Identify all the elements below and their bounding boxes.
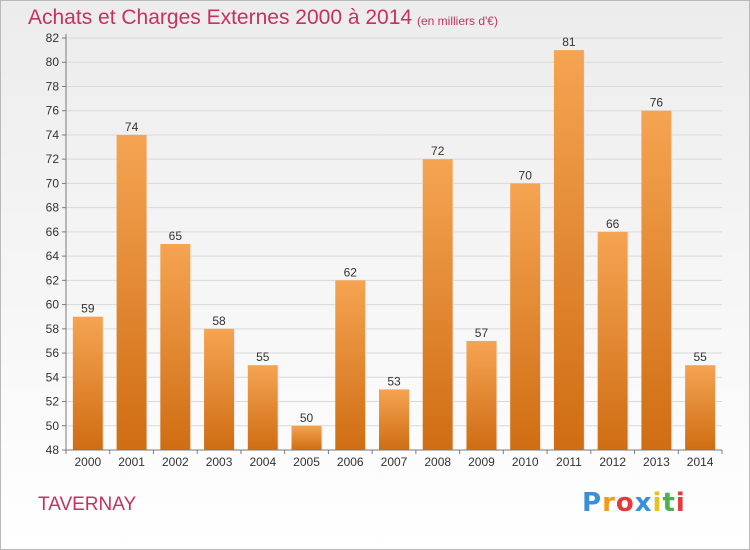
- x-tick-label: 2012: [599, 455, 626, 469]
- data-label: 53: [387, 374, 401, 388]
- data-label: 72: [431, 144, 445, 158]
- bars: [72, 50, 717, 451]
- bar-2002: [160, 244, 191, 450]
- data-label: 74: [125, 120, 139, 134]
- data-label: 65: [169, 229, 183, 243]
- bar-2010: [510, 183, 541, 451]
- y-tick-label: 54: [46, 370, 60, 384]
- y-tick-label: 48: [46, 443, 60, 457]
- axes: 48 50 52 54 56 58 60 62 64 66 68 70 72 74 76 78 80 82 2000…: [46, 31, 723, 469]
- data-label: 55: [693, 350, 707, 364]
- data-label: 58: [212, 314, 226, 328]
- bar-2001: [116, 134, 147, 451]
- y-tick-label: 66: [46, 225, 60, 239]
- data-label: 66: [606, 217, 620, 231]
- y-tick-label: 60: [46, 298, 60, 312]
- bar-2005: [291, 425, 322, 450]
- data-labels: 59 74 65 58 55 50 62 53 72 57 70 81 66 76 55: [81, 35, 707, 425]
- logo-letter: t: [662, 488, 676, 518]
- logo-letter: P: [582, 488, 603, 518]
- proxiti-logo: Proxiti: [582, 488, 686, 518]
- bar-2013: [641, 110, 672, 451]
- data-label: 76: [650, 96, 664, 110]
- y-tick-label: 50: [46, 419, 60, 433]
- x-tick-label: 2014: [687, 455, 714, 469]
- y-tick-label: 68: [46, 201, 60, 215]
- bar-2004: [247, 365, 278, 450]
- data-label: 70: [519, 168, 533, 182]
- x-tick-label: 2011: [556, 455, 582, 469]
- data-label: 62: [344, 265, 358, 279]
- bar-2003: [204, 328, 235, 450]
- y-tick-label: 76: [46, 104, 60, 118]
- x-tick-label: 2010: [512, 455, 539, 469]
- y-tick-label: 56: [46, 346, 60, 360]
- y-tick-label: 52: [46, 395, 60, 409]
- x-tick-label: 2003: [206, 455, 233, 469]
- x-tick-label: 2001: [118, 455, 145, 469]
- bar-2008: [422, 159, 453, 451]
- y-tick-label: 62: [46, 273, 60, 287]
- logo-letter: i: [652, 488, 663, 518]
- data-label: 81: [562, 35, 576, 49]
- y-tick-label: 78: [46, 79, 60, 93]
- x-tick-label: 2009: [468, 455, 495, 469]
- data-label: 57: [475, 326, 489, 340]
- x-tick-label: 2008: [424, 455, 451, 469]
- y-tick-label: 64: [46, 249, 60, 263]
- chart-subtitle: (en milliers d'€): [417, 14, 498, 28]
- data-label: 59: [81, 302, 95, 316]
- x-tick-label: 2007: [381, 455, 408, 469]
- bar-2007: [379, 389, 409, 450]
- bar-2014: [685, 365, 716, 450]
- town-name: TAVERNAY: [38, 494, 137, 515]
- bar-2006: [335, 280, 366, 450]
- bar-2012: [597, 231, 628, 450]
- bar-2000: [72, 316, 103, 450]
- y-tick-label: 72: [46, 152, 60, 166]
- x-tick-label: 2000: [75, 455, 102, 469]
- logo-letter: r: [602, 488, 616, 518]
- y-tick-label: 82: [46, 31, 60, 45]
- logo-letter: i: [675, 488, 686, 518]
- x-tick-label: 2002: [162, 455, 189, 469]
- logo-letter: o: [615, 488, 635, 518]
- x-tick-label: 2013: [643, 455, 670, 469]
- x-tick-label: 2006: [337, 455, 364, 469]
- data-label: 50: [300, 411, 314, 425]
- data-label: 55: [256, 350, 270, 364]
- bar-2009: [466, 340, 497, 450]
- y-tick-label: 74: [46, 128, 60, 142]
- chart-title: Achats et Charges Externes 2000 à 2014: [28, 6, 413, 29]
- bar-2011: [553, 50, 584, 450]
- x-tick-label: 2005: [293, 455, 320, 469]
- y-tick-label: 58: [46, 322, 60, 336]
- y-tick-label: 80: [46, 55, 60, 69]
- x-tick-label: 2004: [249, 455, 276, 469]
- logo-letter: x: [634, 488, 653, 518]
- y-tick-label: 70: [46, 176, 60, 190]
